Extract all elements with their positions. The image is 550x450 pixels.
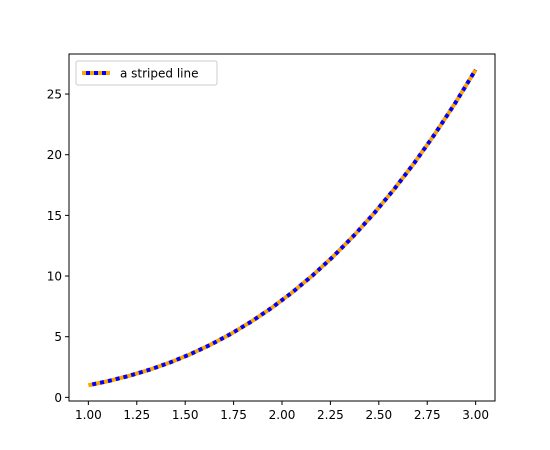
x-axis: 1.00 1.25 1.50 1.75 2.00 2.25 2.50 2.75 3.00 (75, 401, 489, 422)
x-tick-label: 2.25 (317, 408, 344, 422)
x-tick-label: 1.75 (220, 408, 247, 422)
x-tick-label: 3.00 (462, 408, 489, 422)
y-tick-label: 0 (54, 391, 62, 405)
series-line-dashes (87, 68, 478, 388)
legend-box (75, 60, 218, 86)
x-tick-label: 2.75 (414, 408, 441, 422)
x-tick-label: 1.25 (123, 408, 150, 422)
y-tick-label: 5 (54, 330, 62, 344)
legend: a striped line (75, 60, 218, 86)
legend-label: a striped line (120, 67, 198, 81)
y-tick-label: 25 (47, 88, 62, 102)
y-tick-label: 15 (47, 209, 62, 223)
y-tick-label: 10 (47, 270, 62, 284)
x-tick-label: 2.00 (269, 408, 296, 422)
x-tick-label: 1.00 (75, 408, 102, 422)
y-tick-label: 20 (47, 148, 62, 162)
y-axis: 0 5 10 15 20 25 (47, 88, 69, 405)
x-tick-label: 2.50 (365, 408, 392, 422)
x-tick-label: 1.50 (172, 408, 199, 422)
